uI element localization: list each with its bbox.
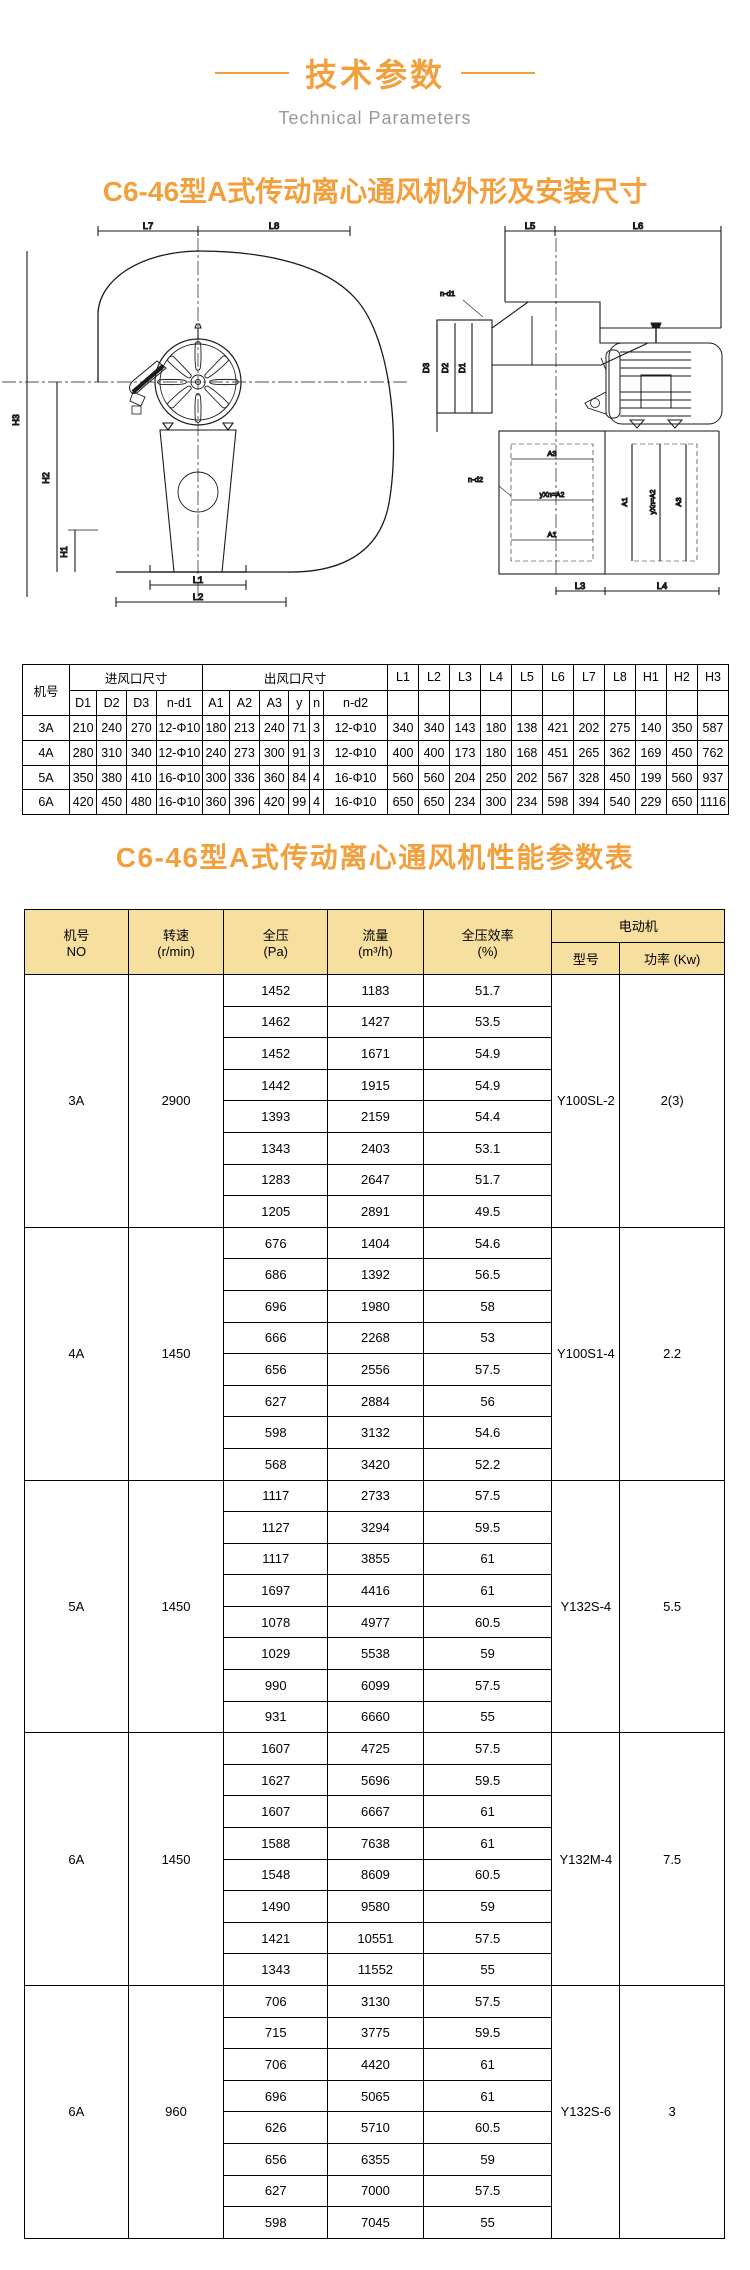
svg-text:L4: L4 — [657, 581, 668, 592]
svg-text:D1: D1 — [458, 362, 467, 373]
svg-text:L8: L8 — [269, 221, 280, 232]
svg-text:H1: H1 — [59, 546, 69, 558]
svg-text:yXn=A2: yXn=A2 — [540, 492, 565, 499]
svg-text:L6: L6 — [633, 221, 644, 232]
svg-text:A1: A1 — [547, 530, 556, 539]
svg-text:L1: L1 — [193, 575, 204, 586]
svg-text:n-d2: n-d2 — [468, 475, 483, 484]
svg-text:L5: L5 — [525, 221, 536, 232]
svg-text:D2: D2 — [441, 362, 450, 373]
svg-text:A1: A1 — [620, 497, 629, 506]
svg-text:D3: D3 — [422, 362, 431, 373]
svg-text:L7: L7 — [143, 221, 154, 232]
svg-text:n-d1: n-d1 — [440, 289, 455, 298]
svg-text:A3: A3 — [674, 497, 683, 506]
svg-text:yXn=A2: yXn=A2 — [650, 490, 657, 515]
svg-text:L3: L3 — [575, 581, 586, 592]
svg-text:H2: H2 — [41, 472, 51, 484]
svg-text:A3: A3 — [547, 449, 556, 458]
svg-text:H3: H3 — [11, 414, 21, 426]
svg-text:L2: L2 — [193, 592, 204, 603]
